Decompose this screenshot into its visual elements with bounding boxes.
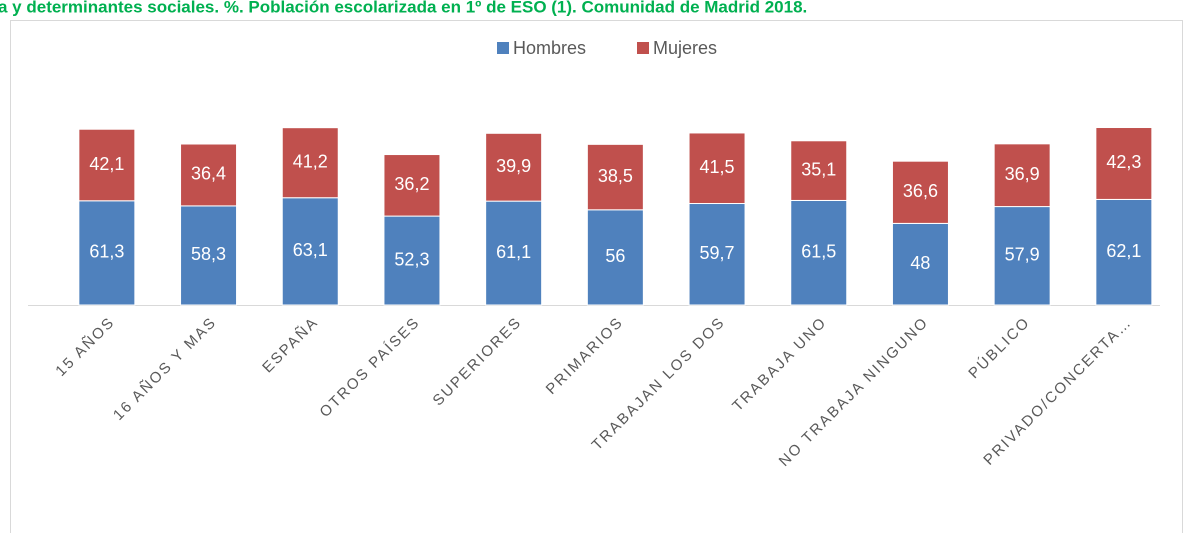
bar-segment xyxy=(688,132,746,205)
data-label: 63,1 xyxy=(293,240,328,260)
data-label: 48 xyxy=(910,253,930,273)
bar-segment xyxy=(78,200,136,306)
bar-segment xyxy=(790,140,848,201)
bar-segment xyxy=(891,222,949,306)
chart-title: a y determinantes sociales. %. Población… xyxy=(0,0,807,16)
data-label: 61,5 xyxy=(801,241,836,261)
x-tick-label: 16 AÑOS Y MAS xyxy=(110,314,220,424)
bar-segment xyxy=(586,209,644,306)
data-label: 41,2 xyxy=(293,151,328,171)
bar-segment xyxy=(281,127,339,199)
bar-segment xyxy=(281,197,339,306)
bar-segment xyxy=(688,203,746,306)
data-label: 38,5 xyxy=(598,166,633,186)
data-label: 42,3 xyxy=(1106,152,1141,172)
legend-label: Mujeres xyxy=(653,38,717,58)
data-label: 36,6 xyxy=(903,181,938,201)
legend-swatch xyxy=(497,42,509,54)
data-label: 58,3 xyxy=(191,244,226,264)
bar-segment xyxy=(383,154,441,217)
data-label: 52,3 xyxy=(394,249,429,269)
data-label: 36,4 xyxy=(191,164,226,184)
data-label: 62,1 xyxy=(1106,241,1141,261)
x-tick-label: PÚBLICO xyxy=(965,314,1033,382)
bar-segment xyxy=(586,143,644,211)
chart-border xyxy=(10,20,1183,533)
bar-segment xyxy=(790,199,848,306)
data-label: 39,9 xyxy=(496,156,531,176)
data-label: 61,1 xyxy=(496,242,531,262)
bar-segment xyxy=(1095,127,1153,200)
bar-segment xyxy=(485,200,543,306)
data-label: 61,3 xyxy=(89,242,124,262)
x-tick-label: TRABAJA UNO xyxy=(729,314,830,415)
bar-segment xyxy=(180,205,238,306)
data-label: 59,7 xyxy=(700,243,735,263)
bar-segment xyxy=(78,128,136,202)
legend-label: Hombres xyxy=(513,38,586,58)
legend-swatch xyxy=(637,42,649,54)
bar-segment xyxy=(485,132,543,202)
bar-segment xyxy=(180,143,238,207)
data-label: 36,2 xyxy=(394,174,429,194)
bar-segment xyxy=(993,206,1051,306)
bar-segment xyxy=(1095,198,1153,306)
data-label: 57,9 xyxy=(1005,245,1040,265)
x-tick-label: OTROS PAÍSES xyxy=(316,314,423,421)
bar-segment xyxy=(383,215,441,306)
x-tick-label: PRIMARIOS xyxy=(543,314,627,398)
data-label: 42,1 xyxy=(89,154,124,174)
bar-segment xyxy=(993,143,1051,208)
data-label: 35,1 xyxy=(801,159,836,179)
bar-segment xyxy=(891,160,949,224)
data-label: 36,9 xyxy=(1005,164,1040,184)
data-label: 41,5 xyxy=(700,157,735,177)
x-tick-label: ESPAÑA xyxy=(259,314,322,377)
x-tick-label: 15 AÑOS xyxy=(52,314,118,380)
x-tick-label: SUPERIORES xyxy=(430,314,526,410)
data-label: 56 xyxy=(605,246,625,266)
